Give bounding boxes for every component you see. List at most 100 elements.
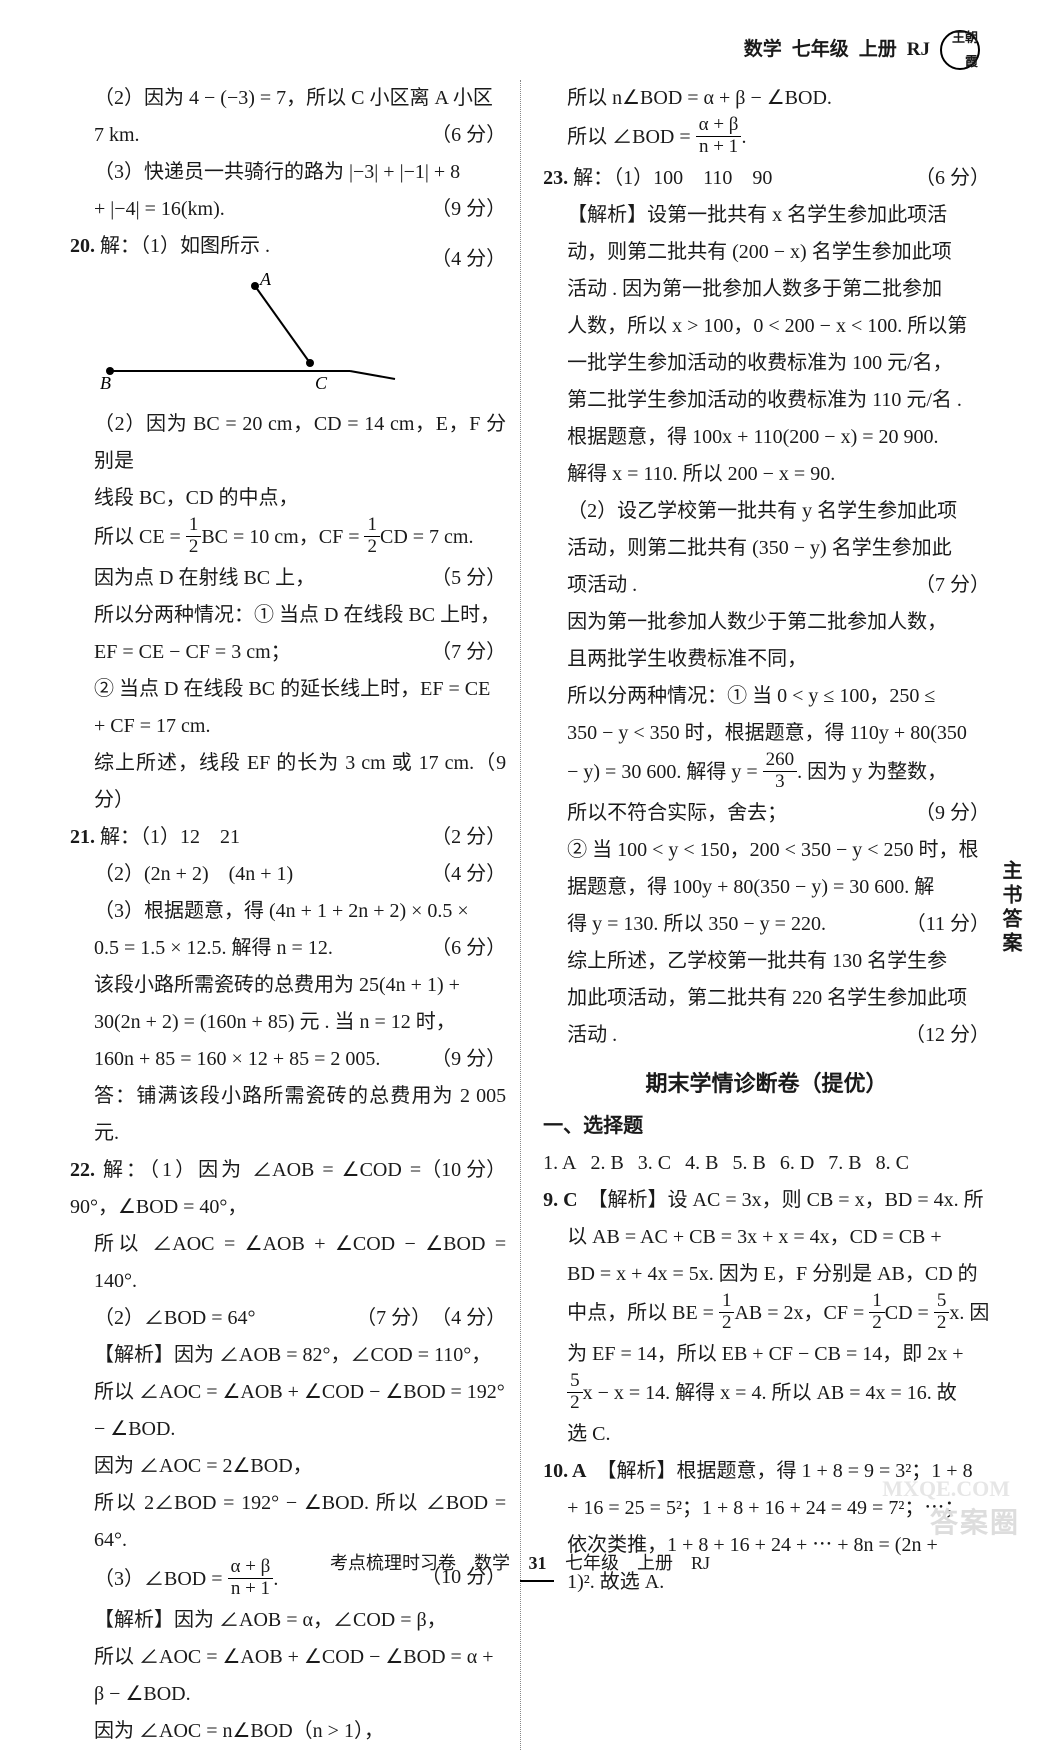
score: （4 分） bbox=[431, 1300, 506, 1337]
denominator: 2 bbox=[869, 1313, 885, 1334]
text-line: 线段 BC，CD 的中点， bbox=[70, 480, 506, 517]
text-line: 选 C. bbox=[543, 1416, 990, 1453]
text-line: 【解析】因为 ∠AOB = α，∠COD = β， bbox=[70, 1602, 506, 1639]
side-label: 主书答案 bbox=[991, 860, 1028, 956]
text-line: 所以分两种情况：① 当点 D 在线段 BC 上时， bbox=[70, 597, 506, 634]
numerator: 1 bbox=[186, 515, 202, 537]
text: CD = 7 cm. bbox=[380, 526, 474, 548]
numerator: 5 bbox=[567, 1371, 583, 1393]
score: （4 分） bbox=[431, 241, 506, 278]
text: 中点，所以 BE = bbox=[567, 1302, 719, 1324]
text: x. 因 bbox=[949, 1302, 989, 1324]
denominator: n + 1 bbox=[696, 137, 742, 158]
text-line: （3）快递员一共骑行的路为 |−3| + |−1| + 8 bbox=[70, 154, 506, 191]
text: 7 km. bbox=[94, 124, 140, 146]
page-header: 数学 七年级 上册 RJ 王朝霞 bbox=[70, 30, 990, 70]
mc-item: 7. B bbox=[828, 1145, 861, 1182]
text-line: − y) = 30 600. 解得 y = 2603. 因为 y 为整数， bbox=[543, 752, 990, 795]
text: . bbox=[741, 126, 746, 148]
text: 得 y = 130. 所以 350 − y = 220. bbox=[567, 913, 826, 935]
text-line: 【解析】因为 ∠AOB = 82°，∠COD = 110°， bbox=[70, 1337, 506, 1374]
text-line: 30(2n + 2) = (160n + 85) 元 . 当 n = 12 时， bbox=[70, 1004, 506, 1041]
text: − y) = 30 600. 解得 y = bbox=[567, 761, 763, 783]
footer-left: 考点梳理时习卷 数学 bbox=[330, 1553, 510, 1573]
fraction: 52 bbox=[567, 1371, 583, 1414]
numerator: 1 bbox=[364, 515, 380, 537]
text-line: 因为 ∠AOC = n∠BOD（n > 1）， bbox=[70, 1713, 506, 1750]
text-line: （3）根据题意，得 (4n + 1 + 2n + 2) × 0.5 × bbox=[70, 893, 506, 930]
text-line: 据题意，得 100y + 80(350 − y) = 30 600. 解 bbox=[543, 869, 990, 906]
denominator: 2 bbox=[719, 1313, 735, 1334]
content-columns: （2）因为 4 − (−3) = 7，所以 C 小区离 A 小区 7 km.（6… bbox=[70, 80, 990, 1750]
header-logo-icon: 王朝霞 bbox=[940, 30, 980, 70]
text: 活动 . bbox=[567, 1024, 617, 1046]
text-line: 综上所述，线段 EF 的长为 3 cm 或 17 cm.（9 分） bbox=[70, 745, 506, 819]
score: （6 分） bbox=[431, 930, 506, 967]
text: 解：（1）100 110 90 bbox=[573, 167, 772, 189]
numerator: α + β bbox=[696, 115, 742, 137]
text: 项活动 . bbox=[567, 574, 637, 596]
qnum: 10. A bbox=[543, 1460, 586, 1482]
text-line: 所以 CE = 12BC = 10 cm，CF = 12CD = 7 cm. bbox=[70, 517, 506, 560]
text-line: 第二批学生参加活动的收费标准为 110 元/名 . bbox=[543, 382, 990, 419]
header-volume: 上册 bbox=[859, 32, 897, 67]
text: . 因为 y 为整数， bbox=[797, 761, 947, 783]
numerator: 1 bbox=[869, 1291, 885, 1313]
watermark-main: 答案圈 bbox=[930, 1498, 1020, 1550]
text-line: 活动 . 因为第一批参加人数多于第二批参加 bbox=[543, 271, 990, 308]
text-line: （2）因为 BC = 20 cm，CD = 14 cm，E，F 分别是 bbox=[70, 406, 506, 480]
subsection-title: 一、选择题 bbox=[543, 1108, 990, 1145]
text-line: 活动 .（12 分） bbox=[543, 1017, 990, 1054]
text-line: 0.5 = 1.5 × 12.5. 解得 n = 12.（6 分） bbox=[70, 930, 506, 967]
text: 160n + 85 = 160 × 12 + 85 = 2 005. bbox=[94, 1048, 380, 1070]
mc-item: 6. D bbox=[780, 1145, 814, 1182]
mc-item: 3. C bbox=[638, 1145, 671, 1182]
fraction: 12 bbox=[869, 1291, 885, 1334]
q9-line: 9. C 【解析】设 AC = 3x，则 CB = x，BD = 4x. 所 bbox=[543, 1182, 990, 1219]
text: （2）(2n + 2) (4n + 1) bbox=[94, 863, 293, 885]
score: （11 分） bbox=[906, 906, 990, 943]
text-line: 所以不符合实际，舍去；（9 分） bbox=[543, 795, 990, 832]
text-line: 所以 ∠AOC = ∠AOB + ∠COD − ∠BOD = 140°. bbox=[70, 1226, 506, 1300]
fraction: 52 bbox=[934, 1291, 950, 1334]
score: （6 分） bbox=[431, 117, 506, 154]
geometry-diagram: A B C （4 分） bbox=[100, 271, 506, 404]
text-line: β − ∠BOD. bbox=[70, 1676, 506, 1713]
text-line: 项活动 . （7 分） bbox=[543, 567, 990, 604]
page-number: 31 bbox=[520, 1547, 554, 1582]
diagram-label-b: B bbox=[100, 373, 111, 391]
score: （4 分） bbox=[431, 856, 506, 893]
text-line: 人数，所以 x > 100，0 < 200 − x < 100. 所以第 bbox=[543, 308, 990, 345]
denominator: 3 bbox=[763, 772, 798, 793]
analysis-label: 【解析】 bbox=[94, 1344, 174, 1366]
text-line: 因为 ∠AOC = 2∠BOD， bbox=[70, 1448, 506, 1485]
text: 解：（1）12 21 bbox=[100, 826, 240, 848]
footer-right: 七年级 上册 RJ bbox=[565, 1553, 710, 1573]
numerator: 5 bbox=[934, 1291, 950, 1313]
score: （9 分） bbox=[431, 1041, 506, 1078]
denominator: 2 bbox=[186, 537, 202, 558]
diagram-label-a: A bbox=[259, 271, 272, 289]
text-line: − ∠BOD. bbox=[70, 1411, 506, 1448]
text-line: BD = x + 4x = 5x. 因为 E，F 分别是 AB，CD 的 bbox=[543, 1256, 990, 1293]
qnum: 20. bbox=[70, 235, 95, 257]
denominator: 2 bbox=[934, 1313, 950, 1334]
score: （2 分） bbox=[431, 819, 506, 856]
text-line: 160n + 85 = 160 × 12 + 85 = 2 005. （9 分） bbox=[70, 1041, 506, 1078]
text-line: 所以 ∠BOD = α + βn + 1. bbox=[543, 117, 990, 160]
fraction: 12 bbox=[364, 515, 380, 558]
text-line: 加此项活动，第二批共有 220 名学生参加此项 bbox=[543, 980, 990, 1017]
mc-item: 5. B bbox=[732, 1145, 765, 1182]
q23-line: 23. 解：（1）100 110 90（6 分） bbox=[543, 160, 990, 197]
score: （6 分） bbox=[915, 160, 990, 197]
text: 因为 ∠AOB = 82°，∠COD = 110°， bbox=[174, 1344, 491, 1366]
score: （7 分） bbox=[915, 567, 990, 604]
text: 设 AC = 3x，则 CB = x，BD = 4x. 所 bbox=[668, 1189, 984, 1211]
text-line: 得 y = 130. 所以 350 − y = 220. （11 分） bbox=[543, 906, 990, 943]
q21-line: 21. 解：（1）12 21（2 分） bbox=[70, 819, 506, 856]
fraction: 2603 bbox=[763, 750, 798, 793]
text-line: 以 AB = AC + CB = 3x + x = 4x，CD = CB + bbox=[543, 1219, 990, 1256]
text: CD = bbox=[885, 1302, 934, 1324]
text: （2）∠BOD = 64° bbox=[94, 1307, 256, 1329]
text-line: 该段小路所需瓷砖的总费用为 25(4n + 1) + bbox=[70, 967, 506, 1004]
